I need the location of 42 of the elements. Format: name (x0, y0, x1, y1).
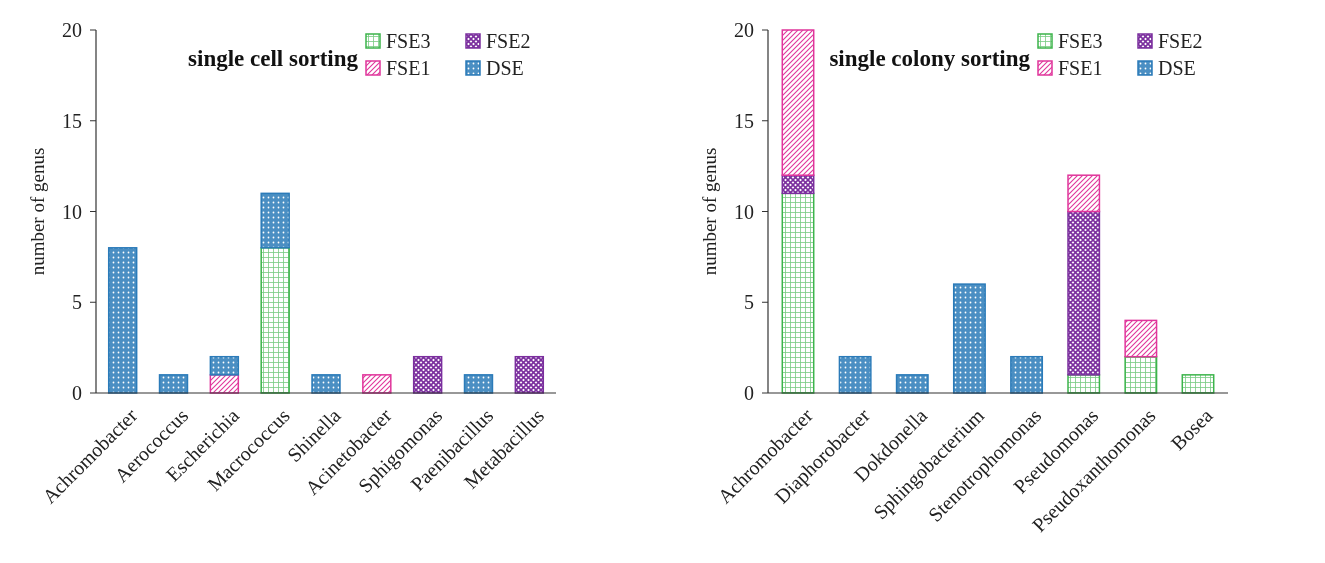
legend-label: DSE (486, 57, 524, 79)
bar (1124, 355, 1158, 394)
bar (107, 247, 138, 394)
y-tick-label: 5 (72, 291, 82, 314)
legend-label: FSE2 (1158, 30, 1203, 52)
bar (781, 29, 815, 176)
legend-label: FSE3 (1058, 30, 1103, 52)
y-tick-label: 5 (744, 291, 754, 314)
y-tick-label: 15 (62, 109, 82, 132)
legend-label: FSE1 (1058, 57, 1103, 79)
bar (1124, 319, 1158, 358)
bar (260, 192, 290, 249)
bar (158, 374, 189, 394)
bar (838, 355, 872, 394)
bar (1067, 174, 1101, 213)
bar (311, 374, 341, 394)
bar (463, 374, 494, 394)
bar (895, 374, 929, 394)
y-tick-label: 20 (734, 19, 754, 41)
bar (1010, 355, 1044, 394)
legend-label: FSE3 (386, 30, 431, 52)
bar (412, 355, 443, 394)
y-axis-title: number of genus (27, 147, 48, 276)
bar (260, 247, 290, 394)
y-axis-title: number of genus (699, 147, 720, 276)
y-tick-label: 0 (744, 382, 754, 404)
y-tick-label: 20 (62, 19, 82, 41)
y-tick-label: 15 (734, 109, 754, 132)
bar (781, 192, 815, 394)
bar (209, 355, 240, 376)
legend-label: DSE (1158, 57, 1196, 79)
bar (952, 283, 986, 394)
y-tick-label: 0 (72, 382, 82, 404)
legend-label: FSE2 (486, 30, 531, 52)
legend-label: FSE1 (386, 57, 431, 79)
y-tick-label: 10 (734, 200, 754, 223)
text: single cell sorting (188, 46, 359, 71)
bar (362, 374, 392, 394)
bar (1067, 210, 1101, 376)
text: single colony sorting (829, 46, 1031, 71)
bar (514, 355, 545, 394)
y-tick-label: 10 (62, 200, 82, 223)
